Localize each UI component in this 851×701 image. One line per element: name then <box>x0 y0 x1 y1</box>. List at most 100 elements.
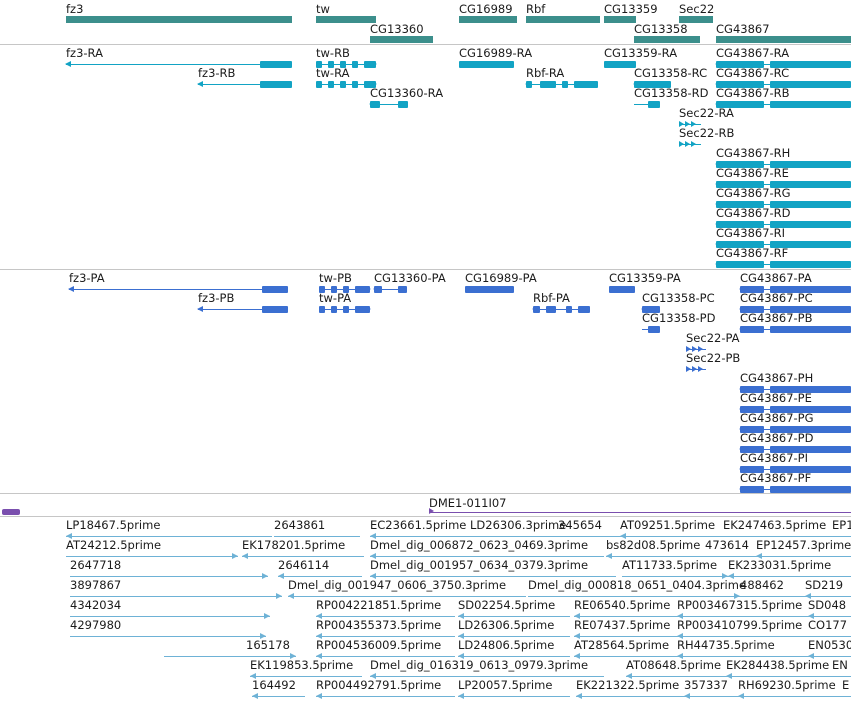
exon-block <box>740 406 764 413</box>
strand-arrow-left-icon <box>677 613 683 619</box>
strand-arrow-right-icon <box>276 593 282 599</box>
est-line <box>576 696 684 697</box>
gene-cg13359[interactable] <box>604 16 636 23</box>
est-label-ek233031-5prime: EK233031.5prime <box>728 558 832 572</box>
est-label-rp003410799-5prime: RP003410799.5prime <box>677 618 803 632</box>
transcript-label-cg43867-ri: CG43867-RI <box>716 226 786 240</box>
exon-block <box>540 81 556 88</box>
est-line <box>684 696 738 697</box>
strand-arrow-left-icon <box>316 633 322 639</box>
est-line <box>677 636 808 637</box>
exon-block <box>648 101 660 108</box>
est-line <box>316 656 455 657</box>
exon-block <box>770 466 851 473</box>
exon-block <box>546 306 556 313</box>
exon-block <box>260 61 292 68</box>
est-label-e: E <box>842 678 850 692</box>
exon-block <box>740 466 764 473</box>
exon-block <box>770 326 851 333</box>
est-label-sd02254-5prime: SD02254.5prime <box>458 598 556 612</box>
track-divider <box>0 44 851 45</box>
strand-arrow-left-icon <box>606 553 612 559</box>
exon-block <box>770 306 851 313</box>
gene-cg13358[interactable] <box>634 36 700 43</box>
exon-block <box>316 61 322 68</box>
strand-arrow-left-icon <box>65 61 71 67</box>
gene-fz3[interactable] <box>66 16 292 23</box>
est-line <box>458 636 570 637</box>
gene-cg13360[interactable] <box>370 36 433 43</box>
strand-arrow-left-icon <box>197 81 203 87</box>
est-label-lp20057-5prime: LP20057.5prime <box>458 678 553 692</box>
est-line <box>832 536 851 537</box>
strand-arrow-left-icon <box>739 406 745 412</box>
est-line <box>677 616 808 617</box>
strand-arrow-left-icon <box>677 633 683 639</box>
est-line <box>70 596 282 597</box>
strand-arrow-left-icon <box>739 386 745 392</box>
transcript-label-tw-rb: tw-RB <box>316 46 350 60</box>
strand-arrow-right-icon <box>365 286 371 292</box>
protein-label-cg43867-pi: CG43867-PI <box>740 451 809 465</box>
gene-cg43867[interactable] <box>716 36 851 43</box>
est-line <box>723 536 832 537</box>
protein-label-sec22-pb: Sec22-PB <box>686 351 741 365</box>
exon-block <box>716 81 764 88</box>
strand-arrow-left-icon <box>715 261 721 267</box>
exon-block <box>328 61 334 68</box>
est-line <box>250 676 362 677</box>
est-line <box>574 656 677 657</box>
exon-block <box>770 181 851 188</box>
strand-arrow-left-icon <box>715 181 721 187</box>
strand-arrow-left-icon <box>715 201 721 207</box>
est-line <box>274 536 360 537</box>
est-line <box>832 676 851 677</box>
exon-block <box>740 306 764 313</box>
strand-arrow-left-icon <box>576 693 582 699</box>
intron-line <box>679 124 701 125</box>
est-line <box>620 536 723 537</box>
est-label-ek247463-5prime: EK247463.5prime <box>723 518 827 532</box>
est-label-164492: 164492 <box>252 678 296 692</box>
est-line <box>808 616 851 617</box>
protein-label-cg43867-pa: CG43867-PA <box>740 271 812 285</box>
clone-dme1-011i07[interactable] <box>429 512 851 513</box>
est-line <box>288 596 526 597</box>
strand-arrow-right-icon <box>290 653 296 659</box>
exon-block <box>355 306 370 313</box>
gene-sec22[interactable] <box>679 16 713 23</box>
exon-block <box>740 286 764 293</box>
est-line <box>756 556 851 557</box>
est-line <box>66 536 272 537</box>
strand-arrow-left-icon <box>369 101 375 107</box>
gene-cg16989[interactable] <box>459 16 517 23</box>
strand-arrow-left-icon <box>739 466 745 472</box>
transcript-label-cg13359-ra: CG13359-RA <box>604 46 678 60</box>
strand-arrow-left-icon <box>726 673 732 679</box>
exon-block <box>716 61 764 68</box>
exon-block <box>364 81 376 88</box>
protein-label-rbf-pa: Rbf-PA <box>533 291 570 305</box>
transcript-label-rbf-ra: Rbf-RA <box>526 66 565 80</box>
transcript-label-cg43867-rc: CG43867-RC <box>716 66 790 80</box>
est-line <box>66 556 238 557</box>
exon-block <box>465 286 514 293</box>
strand-arrow-left-icon <box>626 673 632 679</box>
gene-tw[interactable] <box>316 16 376 23</box>
est-line <box>726 676 832 677</box>
strand-arrow-left-icon <box>808 653 814 659</box>
transcript-label-cg43867-re: CG43867-RE <box>716 166 789 180</box>
exon-block <box>578 306 590 313</box>
gene-rbf[interactable] <box>526 16 600 23</box>
exon-block <box>770 221 851 228</box>
transcript-label-cg43867-ra: CG43867-RA <box>716 46 790 60</box>
exon-block <box>262 286 288 293</box>
est-line <box>370 676 604 677</box>
clone-label: DME1-011I07 <box>429 496 507 510</box>
est-label-165178: 165178 <box>246 638 290 652</box>
protein-label-sec22-pa: Sec22-PA <box>686 331 740 345</box>
est-label-ld24806-5prime: LD24806.5prime <box>458 638 555 652</box>
strand-arrow-left-icon <box>715 161 721 167</box>
strand-arrow-left-icon <box>739 306 745 312</box>
clone-offscreen-left[interactable] <box>2 509 20 515</box>
